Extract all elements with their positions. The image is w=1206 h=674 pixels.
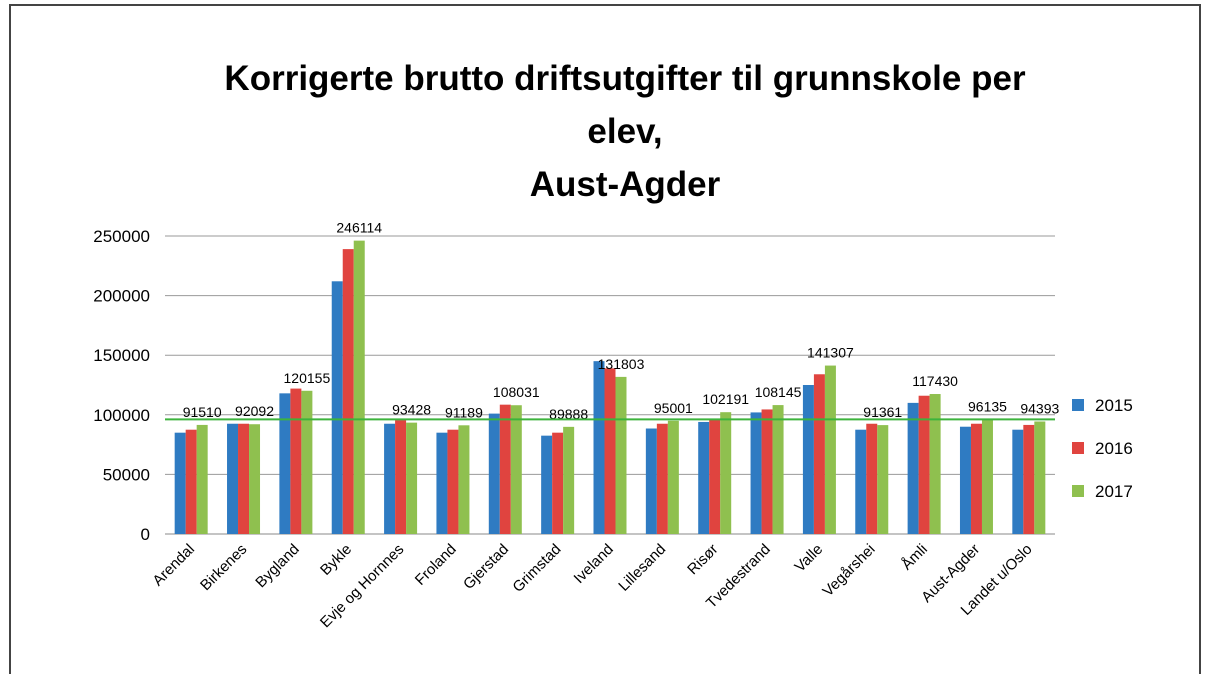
data-label: 91510 xyxy=(183,404,222,420)
bar xyxy=(279,393,291,534)
bar xyxy=(227,423,239,534)
x-tick-label: Grimstad xyxy=(509,541,564,596)
bar xyxy=(541,435,553,534)
x-tick-label: Bygland xyxy=(252,541,302,591)
bar xyxy=(593,361,605,534)
chart-title: Korrigerte brutto driftsutgifter til gru… xyxy=(224,59,1026,204)
bar xyxy=(970,423,982,534)
legend-swatch xyxy=(1072,442,1084,454)
data-label: 102191 xyxy=(702,391,749,407)
bar xyxy=(436,432,448,534)
bar xyxy=(761,409,773,534)
bar xyxy=(185,429,197,534)
bar xyxy=(290,388,302,534)
x-tick-label: Iveland xyxy=(571,541,617,587)
bar xyxy=(353,240,365,534)
data-label: 108031 xyxy=(493,384,540,400)
frame xyxy=(9,4,1201,674)
legend-swatch xyxy=(1072,399,1084,411)
data-label: 91361 xyxy=(863,404,902,420)
bar xyxy=(907,402,919,534)
bar xyxy=(698,421,710,534)
bar xyxy=(656,423,668,534)
bar xyxy=(918,395,930,534)
data-label: 93428 xyxy=(392,402,431,418)
bar xyxy=(824,365,836,534)
bar xyxy=(510,405,522,534)
y-tick-label: 100000 xyxy=(93,406,150,425)
bar xyxy=(174,432,186,534)
bar xyxy=(406,422,418,534)
bar xyxy=(959,426,971,534)
bar xyxy=(604,368,616,534)
bar xyxy=(458,425,470,534)
y-tick-label: 50000 xyxy=(103,465,150,484)
bar xyxy=(384,423,396,534)
x-tick-label: Birkenes xyxy=(197,541,250,594)
bar xyxy=(877,425,889,534)
data-label: 141307 xyxy=(807,345,854,361)
legend-label: 2016 xyxy=(1095,439,1133,458)
bar xyxy=(488,413,500,534)
bar xyxy=(301,390,313,534)
data-label: 95001 xyxy=(654,400,693,416)
data-label: 89888 xyxy=(549,406,588,422)
legend-swatch xyxy=(1072,485,1084,497)
bar xyxy=(855,429,867,534)
bar xyxy=(802,385,814,534)
bar xyxy=(667,420,679,534)
x-tick-label: Lillesand xyxy=(615,541,669,595)
bar xyxy=(813,374,825,534)
x-tick-label: Arendal xyxy=(149,541,198,590)
bar xyxy=(772,405,784,534)
bar xyxy=(866,423,878,534)
y-tick-label: 200000 xyxy=(93,287,150,306)
bar xyxy=(342,249,354,534)
bar xyxy=(720,412,732,534)
bar xyxy=(1034,421,1046,534)
bar xyxy=(981,419,993,534)
x-tick-label: Bykle xyxy=(317,541,355,579)
legend-label: 2015 xyxy=(1095,396,1133,415)
bar xyxy=(447,429,459,534)
bar xyxy=(395,420,407,534)
y-tick-label: 250000 xyxy=(93,227,150,246)
x-tick-label: Froland xyxy=(412,541,460,589)
bar xyxy=(238,423,250,534)
bar xyxy=(196,424,208,534)
bar xyxy=(709,419,721,534)
bar xyxy=(645,428,657,534)
bar xyxy=(563,426,575,534)
data-label: 91189 xyxy=(445,404,483,420)
data-label: 94393 xyxy=(1020,400,1059,416)
data-label: 131803 xyxy=(598,356,645,372)
bar xyxy=(615,376,627,534)
legend-label: 2017 xyxy=(1095,482,1133,501)
bar xyxy=(249,424,261,534)
x-tick-label: Vegårshei xyxy=(819,541,878,600)
bar xyxy=(1023,424,1035,534)
x-tick-label: Risør xyxy=(684,541,721,578)
bar xyxy=(552,432,564,534)
y-tick-label: 0 xyxy=(141,525,150,544)
x-tick-label: Gjerstad xyxy=(460,541,512,593)
data-label: 246114 xyxy=(336,220,382,236)
data-label: 120155 xyxy=(284,370,331,386)
bar xyxy=(929,394,941,534)
x-tick-label: Åmli xyxy=(898,541,931,574)
bar xyxy=(750,412,762,534)
x-tick-label: Valle xyxy=(791,541,826,576)
y-tick-label: 150000 xyxy=(93,346,150,365)
data-label: 96135 xyxy=(968,398,1007,414)
bar xyxy=(331,281,343,534)
bar xyxy=(499,404,511,534)
data-label: 117430 xyxy=(912,373,958,389)
bar xyxy=(1012,429,1024,534)
data-label: 108145 xyxy=(755,384,802,400)
data-label: 92092 xyxy=(235,403,274,419)
